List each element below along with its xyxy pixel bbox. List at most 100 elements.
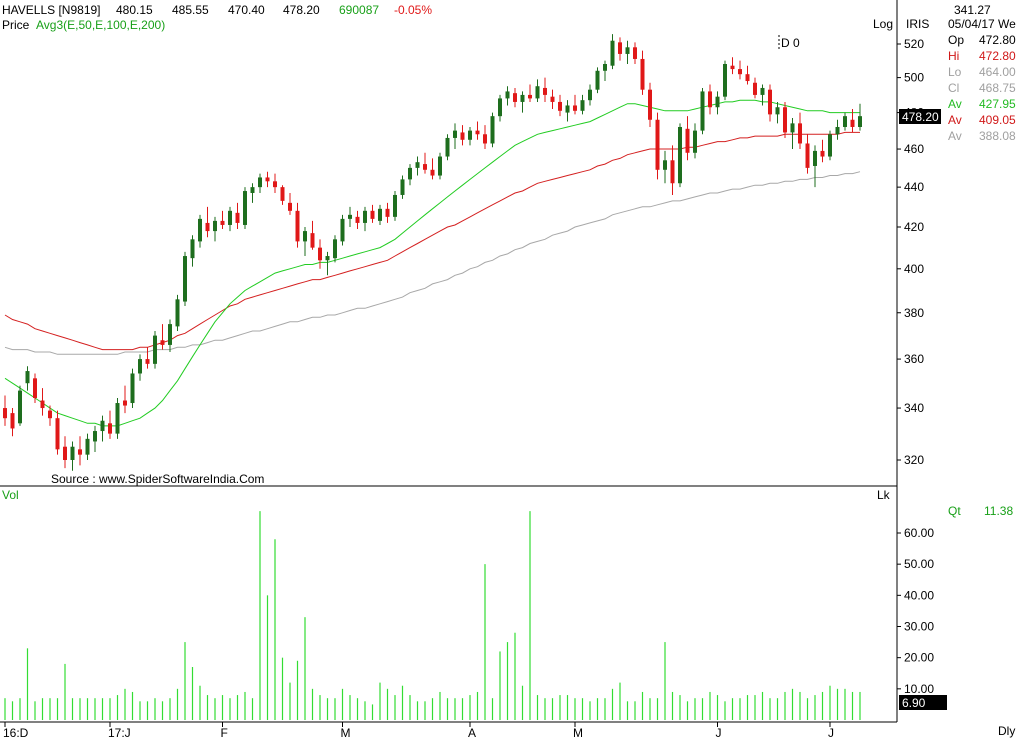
candle <box>33 373 37 404</box>
header-change: -0.05% <box>394 3 432 17</box>
info-row-value: 427.95 <box>979 97 1016 111</box>
info-row-value: 472.80 <box>979 33 1016 47</box>
price-tick-label: 460 <box>904 142 924 156</box>
candle <box>100 415 105 442</box>
candle <box>805 134 810 174</box>
candle <box>183 251 187 307</box>
candle <box>618 37 622 61</box>
candle <box>3 395 7 426</box>
candle <box>850 109 855 133</box>
candle <box>160 324 165 350</box>
price-tick-label: 360 <box>904 352 924 366</box>
header-volume: 690087 <box>339 3 379 17</box>
candle <box>423 152 427 174</box>
price-tick-label: 380 <box>904 306 924 320</box>
candle <box>610 34 615 70</box>
qt-label: Qt <box>948 504 961 518</box>
candle <box>588 84 592 106</box>
candle <box>310 220 315 250</box>
candle <box>693 123 697 159</box>
candle <box>175 294 180 331</box>
candle <box>565 100 570 122</box>
d0-label: D 0 <box>781 36 800 50</box>
candle <box>265 171 270 188</box>
iris-label: IRIS <box>906 17 929 31</box>
info-row-label: Hi <box>948 49 959 63</box>
candle <box>415 156 420 176</box>
info-row-value: 388.08 <box>979 129 1016 143</box>
candle <box>190 235 195 267</box>
price-tick-label: 320 <box>904 453 924 467</box>
candle <box>393 191 397 221</box>
volume-tick-label: 50.00 <box>904 557 934 571</box>
candle <box>520 91 525 113</box>
candle <box>258 173 262 193</box>
candle <box>820 139 825 163</box>
candle <box>670 145 675 195</box>
candle <box>528 84 532 102</box>
candle <box>498 94 502 122</box>
candle <box>115 398 120 439</box>
ema200-line <box>4 171 861 355</box>
candle <box>730 57 735 75</box>
candle <box>790 117 795 150</box>
candle <box>288 192 292 215</box>
candle <box>370 204 375 223</box>
info-row-value: 472.80 <box>979 49 1016 63</box>
candle <box>400 175 405 199</box>
candle <box>408 164 412 186</box>
x-tick-label: 16:D <box>3 726 29 740</box>
price-marker-text: 478.20 <box>902 110 939 124</box>
candle <box>843 112 847 131</box>
candle <box>775 101 780 124</box>
candle <box>10 408 15 437</box>
info-rows: Op 472.80 Hi 472.80 Lo 464.00 Cl 468.75 Av 427.95… <box>948 33 1016 143</box>
info-row-label: Av <box>948 97 962 111</box>
candle <box>460 125 465 146</box>
candle <box>535 79 540 102</box>
candle <box>648 82 652 127</box>
info-row-value: 464.00 <box>979 65 1016 79</box>
candle <box>430 158 435 180</box>
candle <box>78 436 82 466</box>
info-row-label: Av <box>948 113 962 127</box>
candle <box>303 226 307 257</box>
candle <box>48 405 52 426</box>
candle <box>220 210 225 230</box>
candle <box>573 94 577 115</box>
candle <box>25 366 30 391</box>
candle <box>753 77 757 99</box>
candle <box>138 354 142 381</box>
candle <box>438 152 442 180</box>
candle <box>543 77 547 102</box>
volume-tick-label: 40.00 <box>904 588 934 602</box>
candle <box>93 425 97 453</box>
candle <box>708 84 712 115</box>
candle <box>378 204 382 225</box>
volume-tick-label: 60.00 <box>904 526 934 540</box>
candle <box>85 433 90 460</box>
candle <box>483 125 487 150</box>
x-tick-label: 17:J <box>108 726 131 740</box>
candle <box>318 239 322 269</box>
candle <box>595 67 600 94</box>
volume-unit: Lk <box>877 488 891 502</box>
volume-marker-text: 6.90 <box>902 696 926 710</box>
x-tick-label: A <box>468 726 476 740</box>
candle <box>40 388 45 416</box>
info-date: 05/04/17 We <box>948 17 1016 31</box>
candle <box>700 87 705 135</box>
candle <box>475 121 480 140</box>
candle <box>205 206 210 238</box>
candle <box>723 60 727 101</box>
log-label: Log <box>873 17 893 31</box>
candle <box>348 206 352 227</box>
info-row-label: Av <box>948 129 962 143</box>
candle <box>655 112 660 180</box>
candle <box>445 134 450 161</box>
candle <box>153 330 157 369</box>
candle <box>18 385 22 426</box>
candle <box>783 101 787 138</box>
candle <box>453 123 457 150</box>
